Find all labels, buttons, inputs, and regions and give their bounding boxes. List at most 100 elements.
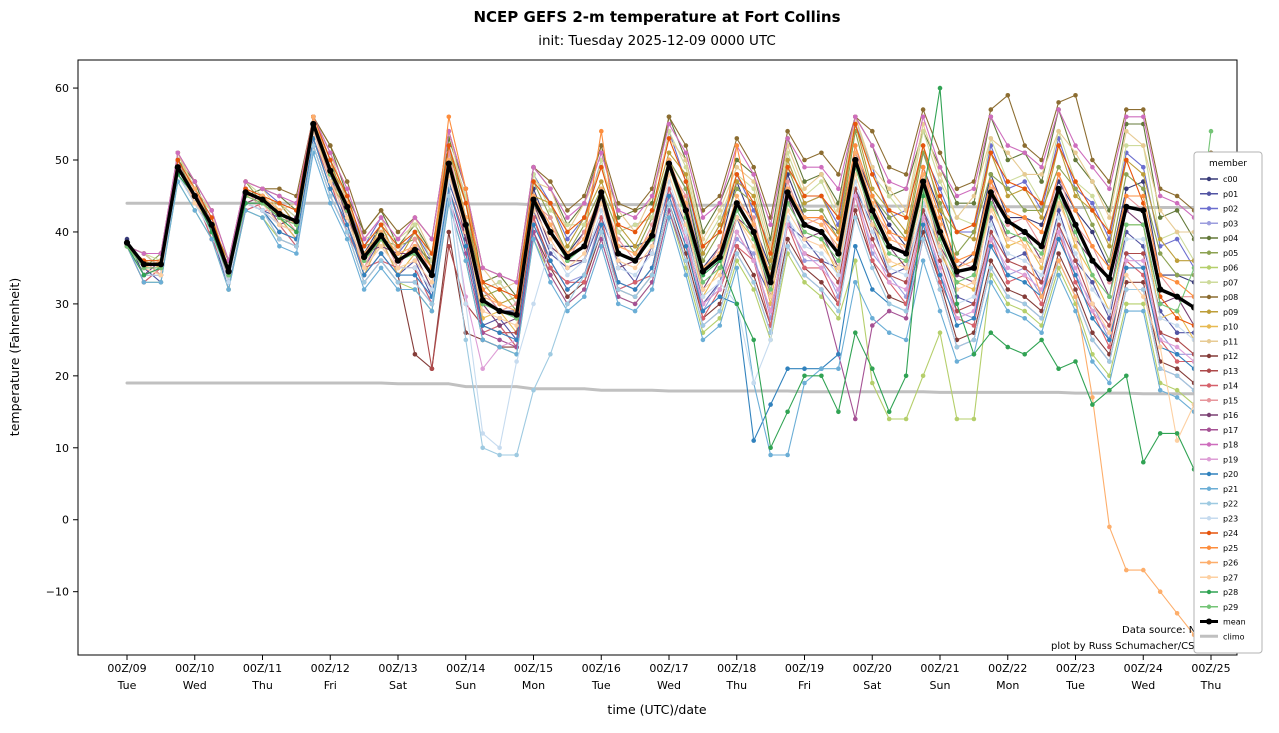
x-tick-label-time: 00Z/13 <box>378 662 417 675</box>
marker <box>1174 330 1180 336</box>
marker <box>328 150 333 156</box>
marker <box>886 179 892 184</box>
marker <box>836 316 841 321</box>
marker <box>971 352 977 357</box>
marker <box>971 323 977 328</box>
legend-entry-label: p03 <box>1223 219 1238 228</box>
marker <box>988 179 994 184</box>
marker <box>954 193 960 199</box>
marker <box>344 179 350 184</box>
marker <box>1090 164 1095 170</box>
legend-swatch-marker <box>1206 353 1212 359</box>
marker <box>886 258 892 264</box>
marker <box>1124 172 1129 177</box>
marker <box>937 251 943 256</box>
legend-entry-label: p25 <box>1223 544 1238 553</box>
marker <box>818 228 825 236</box>
legend-entry-p13: p13 <box>1200 367 1238 376</box>
marker <box>497 280 502 285</box>
marker <box>819 251 824 256</box>
marker <box>565 272 570 278</box>
plot-border <box>77 59 1238 656</box>
legend-entry-label: p08 <box>1223 293 1238 302</box>
marker <box>1090 352 1095 357</box>
marker <box>1157 208 1163 213</box>
marker <box>192 179 198 184</box>
marker <box>632 301 638 307</box>
marker <box>1022 251 1027 256</box>
marker <box>1005 244 1011 249</box>
marker <box>717 316 723 321</box>
marker <box>768 308 773 314</box>
marker <box>565 294 570 300</box>
marker <box>1208 128 1214 134</box>
marker <box>853 244 858 249</box>
marker <box>819 222 824 228</box>
marker <box>1090 316 1095 321</box>
marker <box>514 323 519 328</box>
marker <box>937 193 943 199</box>
legend-entry-p17: p17 <box>1200 426 1238 435</box>
marker <box>954 251 960 256</box>
marker <box>666 114 672 120</box>
marker <box>259 196 266 203</box>
legend-entry-p01: p01 <box>1200 190 1238 199</box>
marker <box>836 366 841 372</box>
marker <box>751 179 756 184</box>
marker <box>954 416 960 422</box>
y-tick-label: −10 <box>46 586 69 599</box>
marker <box>1107 215 1112 220</box>
marker <box>412 265 418 271</box>
x-tick-label-time: 00Z/18 <box>717 662 756 675</box>
marker <box>1141 172 1146 177</box>
marker <box>920 164 926 170</box>
marker <box>294 244 299 249</box>
marker <box>920 114 926 120</box>
marker <box>378 265 384 271</box>
marker <box>514 280 519 285</box>
marker <box>1141 567 1146 573</box>
marker <box>514 352 519 357</box>
marker <box>1174 308 1180 314</box>
marker <box>1056 251 1061 256</box>
marker <box>378 251 384 256</box>
marker <box>1090 157 1095 163</box>
marker <box>582 287 587 292</box>
marker <box>496 308 503 315</box>
legend-entry-p06: p06 <box>1200 264 1238 273</box>
legend-entry-climo: climo <box>1200 632 1245 641</box>
marker <box>581 243 588 250</box>
marker <box>497 301 502 307</box>
marker <box>141 272 147 278</box>
marker <box>734 215 740 220</box>
marker <box>920 258 926 264</box>
marker <box>463 258 469 264</box>
marker <box>1124 567 1129 573</box>
marker <box>344 229 350 235</box>
marker <box>700 244 706 249</box>
marker <box>1141 107 1146 112</box>
marker <box>1022 280 1027 285</box>
marker <box>209 236 214 242</box>
marker <box>497 316 502 321</box>
marker <box>1022 272 1027 278</box>
marker <box>954 301 960 307</box>
marker <box>582 258 587 264</box>
marker <box>446 143 452 148</box>
marker <box>1039 222 1044 228</box>
marker <box>1107 380 1112 386</box>
marker <box>412 229 418 235</box>
marker <box>869 207 876 214</box>
marker <box>870 229 875 235</box>
legend-swatch-marker <box>1206 560 1212 565</box>
marker <box>853 215 858 220</box>
marker <box>768 258 773 264</box>
marker <box>936 228 944 236</box>
marker <box>599 244 604 249</box>
marker <box>378 215 384 220</box>
marker <box>513 311 520 318</box>
marker <box>886 330 892 336</box>
marker <box>1056 236 1061 242</box>
marker <box>1056 128 1061 134</box>
y-tick-label: 0 <box>62 514 69 527</box>
